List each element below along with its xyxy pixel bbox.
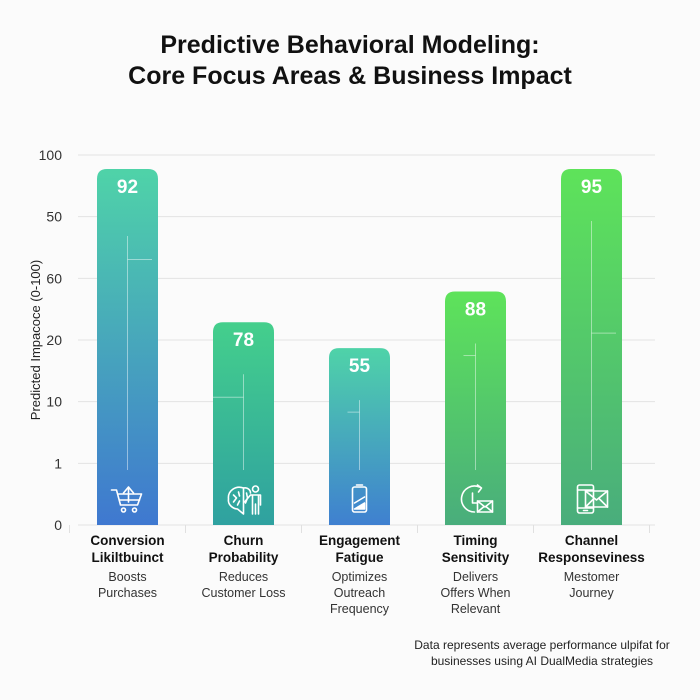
category-description: Mestomer Journey — [527, 569, 657, 601]
y-tick-label: 1 — [54, 455, 62, 471]
category-label-line: Likiltbuinct — [91, 550, 164, 565]
category-label: Channel Responseviness — [527, 532, 657, 566]
y-tick-label: 100 — [39, 147, 63, 163]
bar-group: 92 — [97, 169, 158, 525]
category-label-line: Probability — [208, 550, 279, 565]
category-description: Boosts Purchases — [63, 569, 193, 601]
battery-low-icon — [351, 484, 368, 513]
category-description-line: Outreach — [333, 586, 386, 600]
category-label-line: Engagement — [318, 533, 400, 548]
category-description-line: Relevant — [450, 602, 501, 616]
category-description-line: Boosts — [108, 570, 147, 584]
y-tick-label: 0 — [54, 517, 62, 533]
bar — [561, 169, 622, 525]
phone-mail-icon — [576, 484, 609, 514]
bar-group: 78 — [213, 322, 274, 525]
bar-group: 95 — [561, 169, 622, 525]
footnote-line-1: Data represents average performance ulpi… — [414, 638, 670, 652]
category-description-line: Customer Loss — [201, 586, 286, 600]
footnote-line-2: businesses using AI DualMedia strategies — [430, 654, 654, 668]
bar-value-label: 88 — [465, 300, 486, 321]
bar-group: 55 — [329, 348, 390, 525]
chart-title: Predictive Behavioral Modeling: Core Foc… — [0, 30, 700, 92]
category-description: Delivers Offers When Relevant — [411, 569, 541, 617]
category-label-line: Sensitivity — [441, 550, 510, 565]
category-description: Reduces Customer Loss — [179, 569, 309, 601]
shopping-cart-upload-icon — [110, 486, 143, 513]
bar-value-label: 92 — [117, 177, 138, 198]
clock-mail-icon — [460, 484, 494, 513]
category-description-line: Reduces — [218, 570, 269, 584]
title-line-1: Predictive Behavioral Modeling: — [160, 31, 540, 59]
brain-person-icon — [227, 485, 262, 515]
y-tick-label: 60 — [46, 270, 62, 286]
category-description-line: Optimizes — [331, 570, 388, 584]
bar — [445, 291, 506, 525]
bar — [97, 169, 158, 525]
bar — [213, 322, 274, 525]
category-description-line: Mestomer — [563, 570, 620, 584]
y-axis-ticks: 0 1 10 20 60 50 100 — [39, 147, 63, 533]
bar-value-label: 55 — [349, 356, 371, 377]
category-label-line: Fatigue — [335, 550, 384, 565]
category-label-line: Responseviness — [538, 550, 645, 565]
y-axis-label: Predicted Impacoce (0-100) — [28, 260, 43, 420]
category-description-line: Journey — [569, 586, 614, 600]
category-label-line: Channel — [564, 533, 619, 548]
bar — [329, 348, 390, 525]
bars: 92 78 55 88 95 — [97, 169, 622, 525]
category-description-line: Frequency — [329, 602, 390, 616]
bar-value-label: 95 — [581, 177, 603, 198]
category-label-line: Conversion — [90, 533, 165, 548]
category-description: Optimizes Outreach Frequency — [295, 569, 425, 617]
category-label: Timing Sensitivity — [411, 532, 541, 566]
y-tick-label: 50 — [46, 209, 62, 225]
category-label: Churn Probability — [179, 532, 309, 566]
footnote: Data represents average performance ulpi… — [392, 637, 692, 669]
title-line-2: Core Focus Areas & Business Impact — [128, 62, 572, 90]
category-label-line: Timing — [453, 533, 498, 548]
y-tick-label: 10 — [46, 394, 62, 410]
category-description-line: Delivers — [452, 570, 499, 584]
bar-value-label: 78 — [233, 330, 254, 351]
bar-group: 88 — [445, 291, 506, 525]
category-label-line: Churn — [223, 533, 264, 548]
category-description-line: Offers When — [440, 586, 511, 600]
category-description-line: Purchases — [97, 586, 158, 600]
y-tick-label: 20 — [46, 332, 62, 348]
category-label: Conversion Likiltbuinct — [63, 532, 193, 566]
category-label: Engagement Fatigue — [295, 532, 425, 566]
